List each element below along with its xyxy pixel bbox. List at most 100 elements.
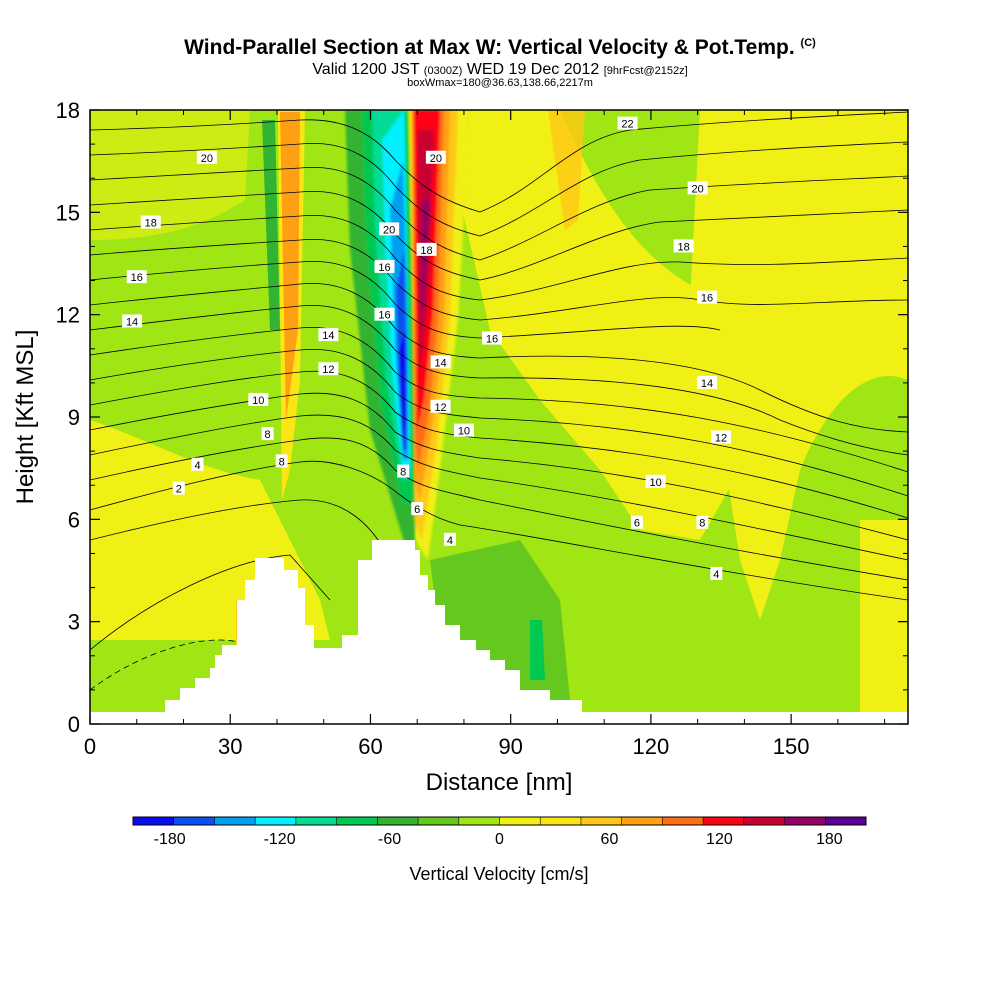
chart-title: Wind-Parallel Section at Max W: Vertical…	[0, 36, 1000, 60]
colorbar-label: Vertical Velocity [cm/s]	[409, 864, 588, 884]
theta-contour-label: 4	[194, 460, 200, 472]
y-axis-label: Height [Kft MSL]	[12, 330, 39, 505]
velocity-field	[90, 110, 908, 724]
copyright-mark: (C)	[800, 37, 816, 49]
y-axis: 0 3 6 9 12 15 18	[56, 98, 908, 737]
low-level-descent-spot	[530, 620, 545, 680]
contour-label-bg	[261, 427, 274, 441]
x-tick-label: 0	[84, 734, 96, 759]
contour-label-bg	[453, 423, 474, 437]
theta-contour-label: 16	[378, 262, 390, 274]
colorbar-swatch	[784, 817, 826, 825]
contour-label-bg	[397, 464, 410, 478]
colorbar-swatch	[499, 817, 541, 825]
contour-label-bg	[645, 474, 666, 488]
y-tick-label: 18	[56, 98, 80, 123]
y-tick-label: 6	[68, 507, 80, 532]
colorbar-tick-label: 180	[816, 831, 843, 848]
theta-contour-label: 10	[649, 477, 661, 489]
theta-contour-label: 12	[322, 364, 334, 376]
theta-contour-label: 2	[176, 484, 182, 496]
colorbar-swatch	[295, 817, 338, 825]
contour-label-bg	[318, 362, 339, 376]
contour-label-bg	[630, 515, 643, 529]
theta-contour-label: 14	[434, 357, 446, 369]
theta-contour-label: 20	[201, 153, 213, 165]
lee-yellow-region	[460, 110, 740, 540]
theta-contour-label: 10	[458, 426, 470, 438]
chart-title-text: Wind-Parallel Section at Max W: Vertical…	[184, 36, 795, 59]
colorbar-tick-label: 0	[495, 831, 504, 848]
y-tick-label: 12	[56, 303, 80, 328]
theta-contour-label: 4	[713, 569, 719, 581]
east-yellow-region	[690, 110, 908, 620]
theta-contour-label: 12	[715, 432, 727, 444]
contour-label-bg	[687, 181, 708, 195]
contour-label-bg	[191, 457, 204, 471]
contour-label-bg	[430, 399, 451, 413]
contour-label-bg	[697, 375, 718, 389]
valid-prefix: Valid 1200 JST	[312, 61, 420, 78]
contour-label-bg	[430, 355, 451, 369]
forecast-info: [9hrFcst@2152z]	[603, 65, 688, 77]
theta-contour-label: 20	[692, 183, 704, 195]
colorbar-swatch	[336, 817, 378, 825]
contour-label-bg	[374, 259, 395, 273]
contour-label-bg	[122, 314, 143, 328]
theta-contour-label: 4	[447, 535, 453, 547]
colorbar-swatch	[743, 817, 786, 825]
contour-label-bg	[411, 502, 424, 516]
theta-contour-label: 18	[678, 241, 690, 253]
wave-ascent-core	[280, 112, 300, 420]
theta-contour-label: 10	[252, 395, 264, 407]
y-tick-label: 9	[68, 405, 80, 430]
x-tick-label: 150	[773, 734, 810, 759]
theta-contour-label: 12	[434, 402, 446, 414]
colorbar-tick-label: -60	[378, 831, 401, 848]
contour-label-bg	[275, 454, 288, 468]
box-info: boxWmax=180@36.63,138.66,2217m	[407, 77, 593, 89]
contour-label-bg	[140, 215, 161, 229]
colorbar-tick-label: 60	[601, 831, 619, 848]
theta-contour-label: 8	[400, 467, 406, 479]
contour-label-bg	[196, 150, 217, 164]
theta-contour-label: 18	[420, 245, 432, 257]
theta-contour-label: 16	[378, 310, 390, 322]
colorbar-tick-label: 120	[706, 831, 733, 848]
contour-label-bg	[318, 328, 339, 342]
downdraft-core	[345, 110, 420, 545]
theta-contour-label: 16	[701, 293, 713, 305]
colorbar-swatch	[662, 817, 704, 825]
contour-label-bg	[248, 392, 269, 406]
colorbar-swatch	[173, 817, 215, 825]
valid-date: WED 19 Dec 2012	[466, 61, 600, 78]
theta-contour-label: 16	[486, 334, 498, 346]
theta-contour-label: 20	[383, 224, 395, 236]
plot-area: 22 20 20 20 18 20 18 16 18 16 16 16 14 14 16 12 14 14 10 12…	[89, 109, 909, 725]
theta-contour-label: 14	[126, 316, 138, 328]
colorbar-swatch	[458, 817, 500, 825]
theta-contour-label: 8	[265, 429, 271, 441]
theta-contour-label: 18	[145, 218, 157, 230]
theta-contour-label: 8	[279, 456, 285, 468]
colorbar-swatch	[621, 817, 663, 825]
theta-contour-label: 6	[414, 504, 420, 516]
contour-label-bg	[379, 222, 400, 236]
colorbar-swatch	[703, 817, 745, 825]
colorbar-swatch	[377, 817, 419, 825]
contour-label-bg	[481, 331, 502, 345]
theta-contours	[90, 111, 908, 691]
east-green-strip	[800, 470, 870, 724]
x-tick-label: 90	[498, 734, 522, 759]
colorbar-swatch	[214, 817, 256, 825]
terrain	[90, 540, 908, 724]
y-tick-label: 0	[68, 712, 80, 737]
y-tick-label: 3	[68, 610, 80, 635]
contour-label-bg	[425, 150, 446, 164]
contour-label-bg	[172, 481, 185, 495]
x-axis-label: Distance [nm]	[426, 769, 573, 796]
contour-label-bg	[416, 242, 437, 256]
far-east-yellow	[860, 520, 908, 724]
contour-label-bg	[673, 239, 694, 253]
